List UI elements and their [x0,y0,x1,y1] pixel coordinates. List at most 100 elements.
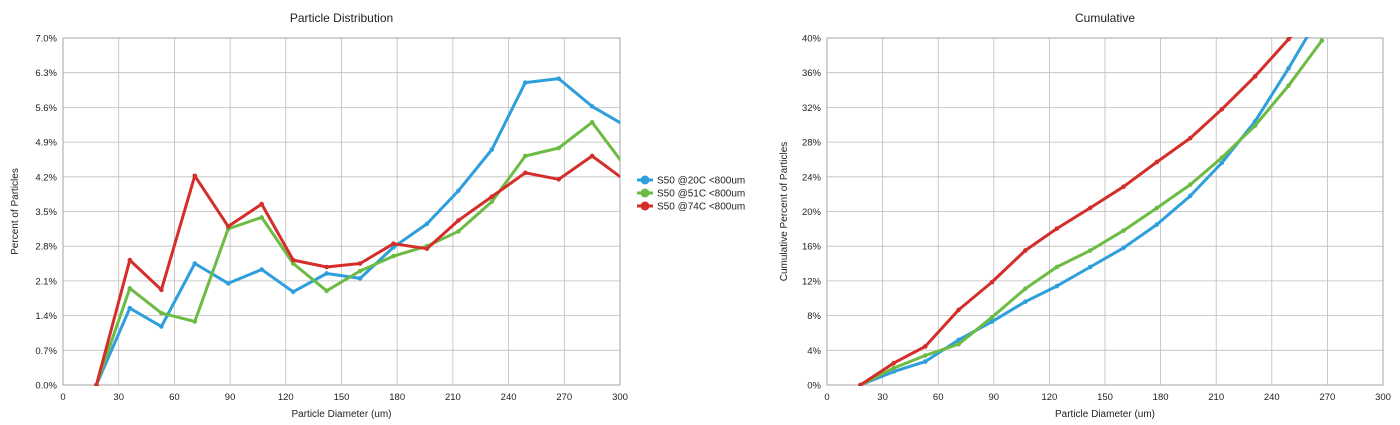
data-point [357,268,363,274]
data-point [1320,1,1325,6]
x-tick-label: 90 [225,392,236,403]
data-point [1286,83,1291,89]
data-point [1054,264,1060,270]
data-point [1054,283,1060,289]
plot-frame [826,37,1384,386]
legend-marker [640,201,650,211]
x-tick-label: 120 [1041,392,1057,403]
data-point [259,267,264,272]
legend-marker [640,175,650,185]
data-point [1121,184,1126,189]
chart-title: Cumulative [1075,11,1135,25]
data-point [989,319,995,324]
series-line-1 [858,39,1324,386]
data-point [1187,193,1193,199]
data-point [621,122,626,127]
x-tick-label: 240 [1264,392,1280,403]
data-point [956,341,961,347]
y-tick-label: 4.2% [35,172,57,183]
data-point [1219,155,1225,161]
y-tick-label: 40% [802,34,822,45]
data-point [424,246,430,251]
data-point [523,153,528,159]
data-point [1023,248,1028,253]
data-point [1286,37,1291,42]
data-point [192,261,198,266]
data-point [1219,107,1225,112]
x-tick-label: 60 [169,392,180,403]
y-tick-label: 12% [802,276,822,287]
y-tick-label: 28% [802,138,822,149]
x-tick-label: 180 [389,392,405,403]
data-point [456,218,461,223]
data-point [1023,286,1028,292]
data-point [94,382,99,386]
x-tick-label: 240 [501,392,517,403]
data-point [956,337,961,343]
data-point [225,224,231,229]
y-tick-label: 20% [802,207,822,218]
data-point [192,173,198,179]
data-point [989,279,995,285]
legend-marker [640,188,650,198]
x-axis-label: Particle Diameter (um) [291,409,391,420]
x-tick-label: 30 [877,392,888,403]
plot-frame [62,37,621,386]
data-point [1219,160,1225,166]
y-tick-label: 36% [802,68,822,79]
data-point [489,147,495,152]
data-point [290,257,296,263]
data-point [1319,38,1325,43]
x-tick-label: 120 [278,392,294,403]
series-line-0 [94,77,620,386]
data-point [922,353,928,358]
data-point [456,229,461,234]
series-group [858,1,1325,386]
data-point [127,257,133,263]
data-point [589,153,595,159]
y-tick-label: 4.9% [35,138,57,149]
data-point [391,253,396,259]
x-tick-label: 150 [1097,392,1113,403]
data-point [1252,123,1258,128]
data-point [891,360,897,366]
data-point [1286,66,1291,71]
data-point [290,261,296,266]
data-point [456,188,461,193]
data-point [556,76,562,81]
x-axis-label: Particle Diameter (um) [1055,409,1155,420]
data-point [127,305,133,311]
legend-label: S50 @74C <800um [657,202,745,213]
data-point [489,199,495,204]
x-tick-label: 0 [60,392,65,403]
x-tick-label: 210 [445,392,461,403]
data-point [357,276,363,281]
y-tick-label: 0.0% [35,381,57,392]
data-point [589,119,595,125]
data-point [922,344,928,349]
y-tick-label: 0.7% [35,346,57,357]
data-point [1154,222,1160,227]
data-point [621,162,626,167]
x-tick-label: 60 [933,392,944,403]
data-point [1087,264,1093,270]
data-point [1087,205,1093,211]
y-tick-label: 6.3% [35,68,57,79]
data-point [989,315,995,320]
legend-item: S50 @51C <800um [637,188,745,200]
x-tick-label: 0 [824,392,829,403]
data-point [891,369,897,374]
data-point [1154,205,1160,211]
y-tick-label: 1.4% [35,311,57,322]
data-point [621,177,626,182]
data-point [357,261,363,266]
y-tick-label: 24% [802,172,822,183]
data-point [1121,245,1126,251]
cumulative-chart: 0 30 60 90 120 150 180 210 240 270 300 0% 4% 8% 12% 16%… [779,1,1391,420]
data-point [391,241,396,247]
data-point [192,319,198,324]
series-line-1 [94,120,620,386]
data-point [324,264,329,270]
particle-distribution-chart: 0 30 60 90 120 150 180 210 240 270 300 0.0% 0.7% 1.4%… [10,11,745,420]
data-point [1023,299,1028,305]
